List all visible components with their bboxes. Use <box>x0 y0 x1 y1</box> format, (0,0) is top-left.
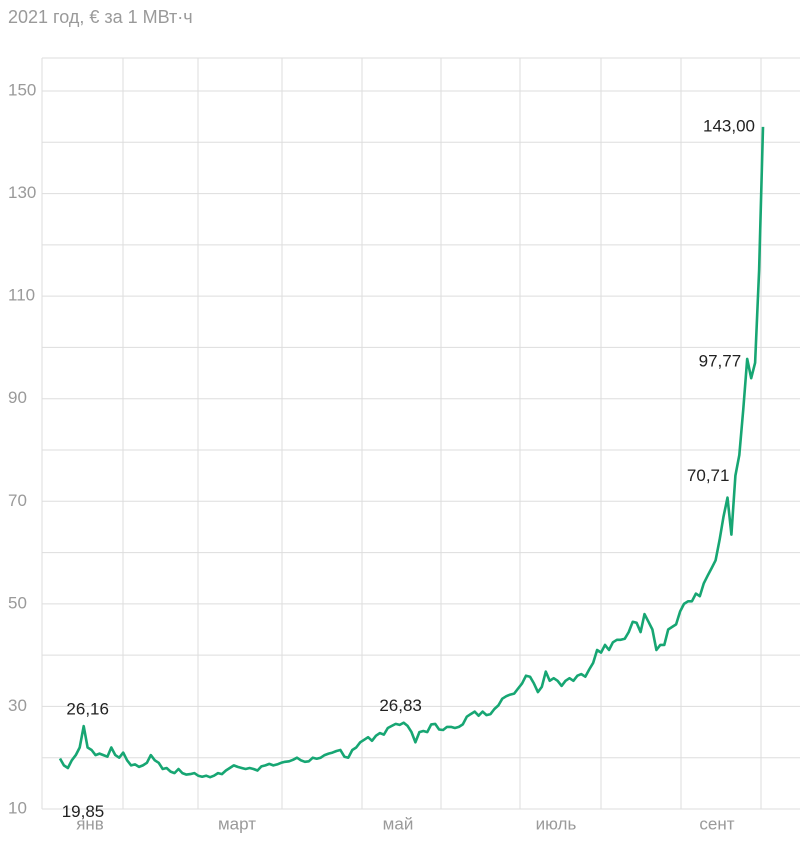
y-tick-label: 70 <box>8 491 27 510</box>
data-label: 70,71 <box>687 466 730 485</box>
x-tick-label: янв <box>76 814 104 833</box>
price-line <box>58 126 765 779</box>
chart-title: 2021 год, € за 1 МВт·ч <box>8 7 193 27</box>
y-tick-label: 110 <box>8 286 35 305</box>
data-label: 97,77 <box>699 351 742 370</box>
data-label: 143,00 <box>703 116 755 135</box>
data-label: 19,85 <box>62 802 105 821</box>
y-tick-label: 90 <box>8 388 27 407</box>
data-label: 26,83 <box>379 696 422 715</box>
x-tick-label: март <box>218 814 256 833</box>
x-tick-label: июль <box>536 814 577 833</box>
y-tick-label: 50 <box>8 593 27 612</box>
y-tick-label: 10 <box>8 798 27 817</box>
x-tick-label: сент <box>699 814 734 833</box>
data-label: 26,16 <box>66 700 109 719</box>
y-tick-label: 130 <box>8 183 36 202</box>
x-tick-label: май <box>383 814 414 833</box>
y-tick-label: 30 <box>8 696 27 715</box>
y-tick-label: 150 <box>8 80 36 99</box>
